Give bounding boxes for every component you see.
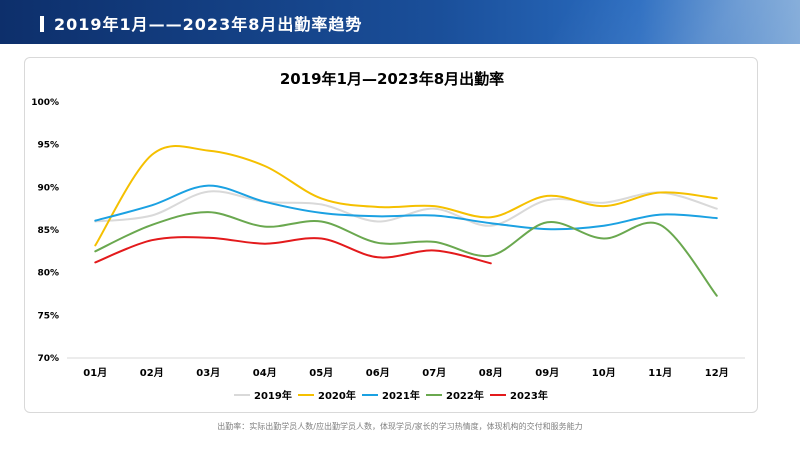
legend-label-1: 2019年 [254,389,292,402]
page-title: 2019年1月——2023年8月出勤率趋势 [54,15,363,34]
x-tick-label: 01月 [83,367,107,379]
series-line-5 [94,236,492,265]
x-tick-label: 10月 [592,367,616,379]
x-tick-label: 03月 [196,367,220,379]
legend-label-3: 2021年 [382,389,420,402]
x-tick-label: 07月 [422,367,446,379]
attendance-line-chart: 2019年1月—2023年8月出勤率 70% 75% 80% 85% 90% 95% 100%… [31,70,745,402]
legend-label-4: 2022年 [446,389,484,402]
title-marker [40,16,44,32]
x-tick-label: 12月 [705,367,729,379]
y-tick-label: 70% [37,354,59,364]
y-tick-label: 75% [37,311,59,321]
x-tick-label: 05月 [309,367,333,379]
x-tick-label: 04月 [253,367,277,379]
y-tick-label: 80% [37,269,59,279]
y-tick-label: 85% [37,226,59,236]
legend-label-5: 2023年 [510,389,548,402]
series-line-1 [94,190,718,227]
x-tick-label: 11月 [648,367,672,379]
series-line-3 [94,184,718,231]
x-tick-label: 02月 [140,367,164,379]
chart-panel: 2019年1月—2023年8月出勤率 70% 75% 80% 85% 90% 95% 100%… [24,57,758,413]
banner-decoration [534,0,800,44]
chart-title: 2019年1月—2023年8月出勤率 [280,70,504,88]
y-tick-label: 90% [37,183,59,193]
x-tick-label: 06月 [366,367,390,379]
x-tick-label: 08月 [479,367,503,379]
y-tick-label: 100% [31,98,59,108]
footnote: 出勤率：实际出勤学员人数/应出勤学员人数，体现学员/家长的学习热情度，体现机构的… [217,422,583,431]
series-line-2 [94,145,718,247]
header-banner: 2019年1月——2023年8月出勤率趋势 [0,0,800,44]
series-line-4 [94,211,718,297]
x-tick-label: 09月 [535,367,559,379]
legend-label-2: 2020年 [318,389,356,402]
y-tick-label: 95% [37,141,59,151]
